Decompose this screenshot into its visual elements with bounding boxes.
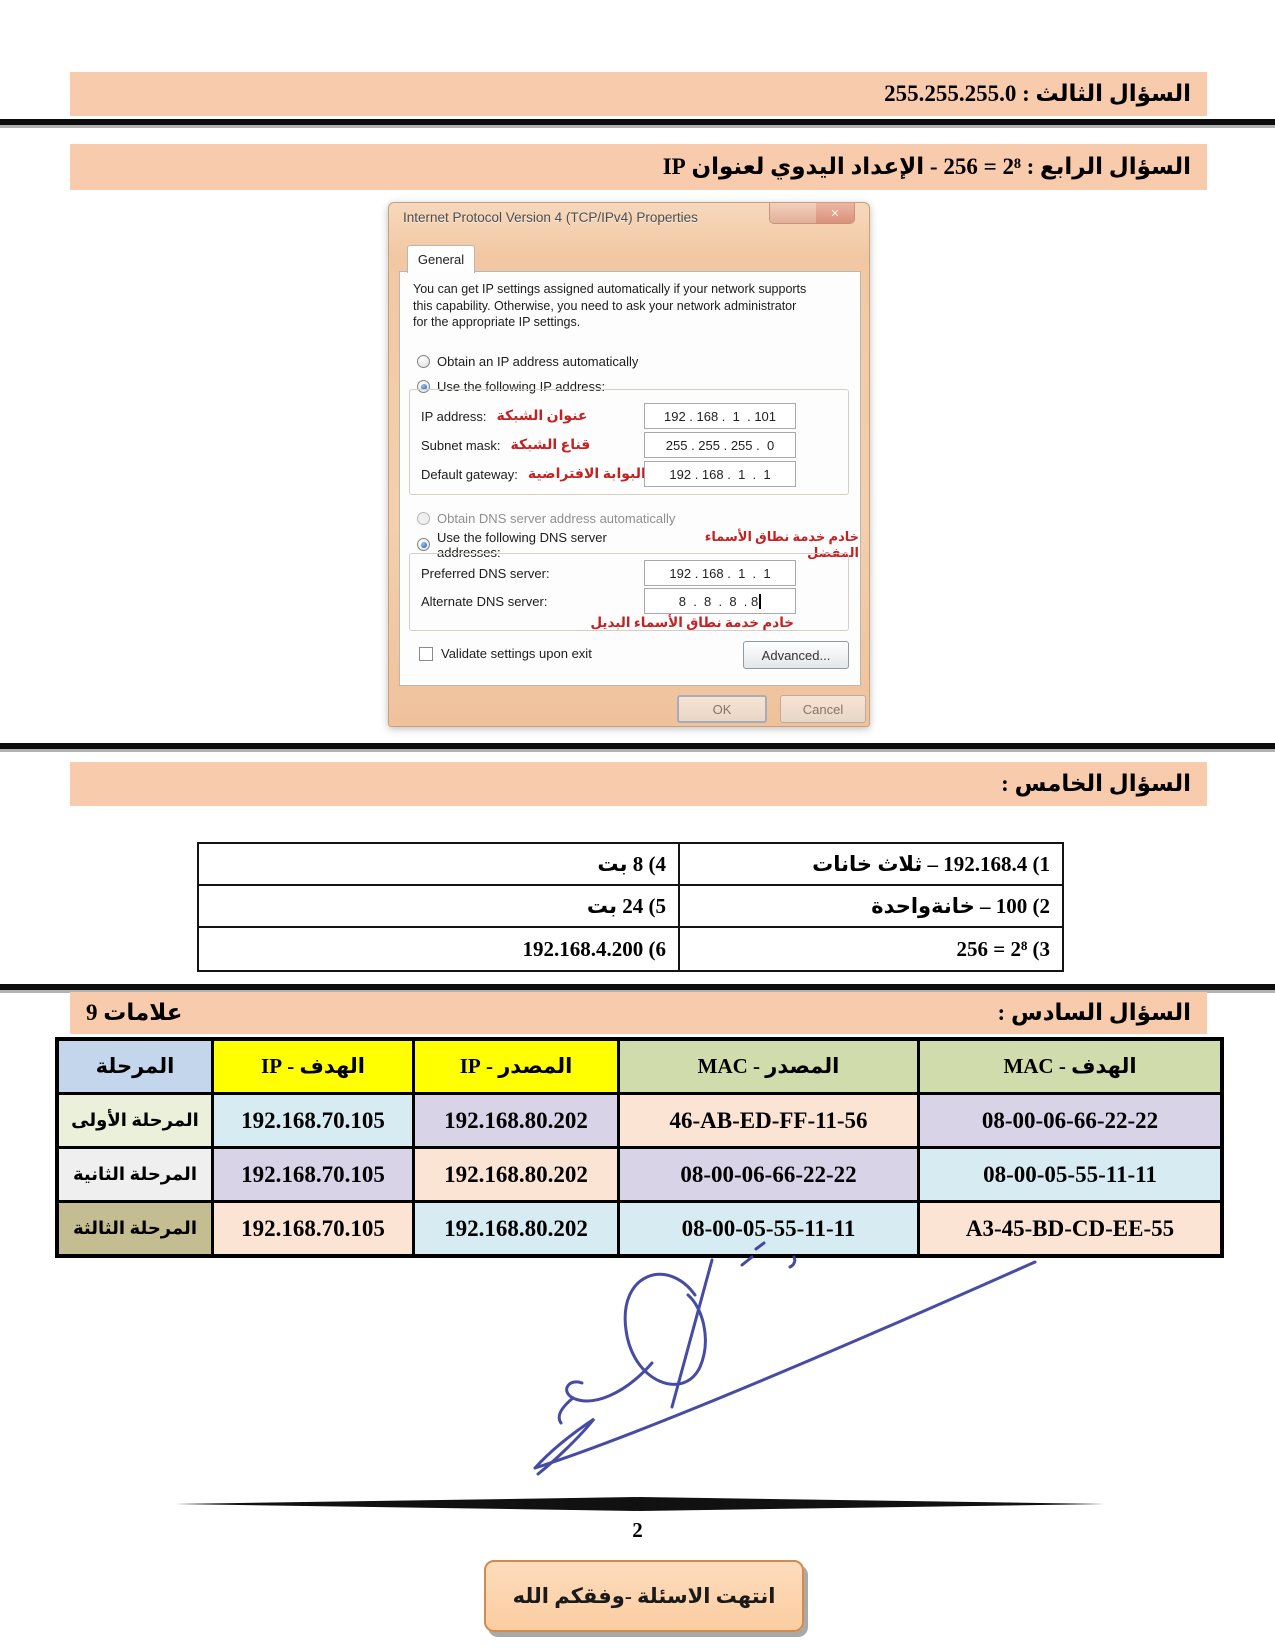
gateway-arabic-annotation: البوابة الافتراضية <box>527 466 646 482</box>
question6-marks: 9 علامات <box>86 1000 183 1025</box>
dialog-intro-text: You can get IP settings assigned automat… <box>413 282 807 329</box>
default-gateway-row: Default gateway: البوابة الافتراضية <box>421 466 646 482</box>
table-cell: 192.168.70.105 <box>214 1149 415 1203</box>
ip-arabic-annotation: عنوان الشبكة <box>496 408 588 424</box>
close-icon: ✕ <box>816 203 854 223</box>
radio-selected-icon <box>417 538 430 551</box>
ip-address-row: IP address: عنوان الشبكة <box>421 408 588 424</box>
table-cell: 1) 192.168.4 – ثلاث خانات <box>680 844 1062 886</box>
column-header-stage: المرحلة <box>59 1041 214 1095</box>
subnet-mask-row: Subnet mask: قناع الشبكة <box>421 437 591 453</box>
subnet-mask-field[interactable]: 255 . 255 . 255 . 0 <box>644 432 796 458</box>
radio-obtain-dns[interactable]: Obtain DNS server address automatically <box>417 511 675 526</box>
table-cell: 3) 2⁸ = 256 <box>956 936 1050 961</box>
question6-bar: السؤال السادس : 9 علامات <box>70 992 1207 1034</box>
alternate-dns-field[interactable]: 8 . 8 . 8 . 8 <box>644 588 796 614</box>
table-cell: 08-00-06-66-22-22 <box>620 1149 920 1203</box>
radio-disabled-icon <box>417 512 430 525</box>
ip-group-box <box>409 389 849 495</box>
table-cell: 08-00-05-55-11-11 <box>620 1203 920 1254</box>
section-divider <box>0 119 1275 125</box>
table-cell: 2) 100 – خانةواحدة <box>680 886 1062 928</box>
question6-title: السؤال السادس : <box>997 1000 1191 1025</box>
question5-bar: السؤال الخامس : <box>70 762 1207 806</box>
column-header-ip-source: المصدر - IP <box>415 1041 620 1095</box>
section-divider <box>0 743 1275 749</box>
stage-label: المرحلة الأولى <box>59 1095 214 1149</box>
section-divider <box>0 984 1275 990</box>
stage-label: المرحلة الثانية <box>59 1149 214 1203</box>
column-header-ip-dest: الهدف - IP <box>214 1041 415 1095</box>
dns-group-box <box>409 553 849 631</box>
column-header-mac-source: المصدر - MAC <box>620 1041 920 1095</box>
radio-icon <box>417 355 430 368</box>
question4-title: السؤال الرابع : 2⁸ = 256 - الإعداد اليدو… <box>662 154 1191 179</box>
handwritten-signature <box>533 1241 1037 1476</box>
table-cell: 46-AB-ED-FF-11-56 <box>620 1095 920 1149</box>
text-cursor <box>759 593 762 609</box>
question3-title: السؤال الثالث : 255.255.255.0 <box>884 81 1191 106</box>
tab-general[interactable]: General <box>407 245 475 273</box>
tcpip-properties-dialog: Internet Protocol Version 4 (TCP/IPv4) P… <box>388 202 870 727</box>
preferred-dns-field[interactable]: 192 . 168 . 1 . 1 <box>644 560 796 586</box>
question6-routing-table: المرحلة الهدف - IP المصدر - IP المصدر - … <box>55 1037 1224 1258</box>
table-cell: 5) 24 بت <box>199 886 680 928</box>
checkbox-icon <box>419 646 433 661</box>
mask-arabic-annotation: قناع الشبكة <box>510 437 591 453</box>
table-cell: 192.168.70.105 <box>214 1203 415 1254</box>
validate-settings-row[interactable]: Validate settings upon exit <box>419 646 592 661</box>
table-cell: 08-00-05-55-11-11 <box>920 1149 1220 1203</box>
close-button[interactable]: ✕ <box>769 203 855 224</box>
question4-bar: السؤال الرابع : 2⁸ = 256 - الإعداد اليدو… <box>70 144 1207 190</box>
footer-rule <box>175 1497 1105 1511</box>
default-gateway-field[interactable]: 192 . 168 . 1 . 1 <box>644 461 796 487</box>
question5-title: السؤال الخامس : <box>1001 771 1191 796</box>
stage-label: المرحلة الثالثة <box>59 1203 214 1254</box>
column-header-mac-dest: الهدف - MAC <box>920 1041 1220 1095</box>
table-cell: 4) 8 بت <box>199 844 680 886</box>
table-cell: A3-45-BD-CD-EE-55 <box>920 1203 1220 1254</box>
titlebar-button-segment <box>770 203 816 223</box>
page-number: 2 <box>632 1518 643 1542</box>
radio-use-dns[interactable]: Use the following DNS server addresses: … <box>417 529 869 560</box>
radio-obtain-ip[interactable]: Obtain an IP address automatically <box>417 354 638 369</box>
question3-bar: السؤال الثالث : 255.255.255.0 <box>70 72 1207 116</box>
table-cell: 192.168.80.202 <box>415 1203 620 1254</box>
end-of-questions-box: انتهت الاسئلة -وفقكم الله <box>484 1560 804 1632</box>
dialog-title: Internet Protocol Version 4 (TCP/IPv4) P… <box>403 210 698 225</box>
table-cell: 192.168.80.202 <box>415 1149 620 1203</box>
cancel-button[interactable]: Cancel <box>780 695 866 723</box>
ip-address-field[interactable]: 192 . 168 . 1 . 101 <box>644 403 796 429</box>
advanced-button[interactable]: Advanced... <box>743 641 849 669</box>
alternate-dns-row: Alternate DNS server: <box>421 593 548 609</box>
alternate-dns-arabic-annotation: خادم خدمة نطاق الأسماء البديل <box>590 615 794 630</box>
table-cell: 08-00-06-66-22-22 <box>920 1095 1220 1149</box>
ok-button[interactable]: OK <box>677 695 767 723</box>
table-cell: 192.168.80.202 <box>415 1095 620 1149</box>
table-cell: 6) 192.168.4.200 <box>199 928 680 970</box>
preferred-dns-row: Preferred DNS server: <box>421 565 550 581</box>
question5-answers-table: 4) 8 بت 1) 192.168.4 – ثلاث خانات 5) 24 … <box>197 842 1064 972</box>
table-cell: 192.168.70.105 <box>214 1095 415 1149</box>
